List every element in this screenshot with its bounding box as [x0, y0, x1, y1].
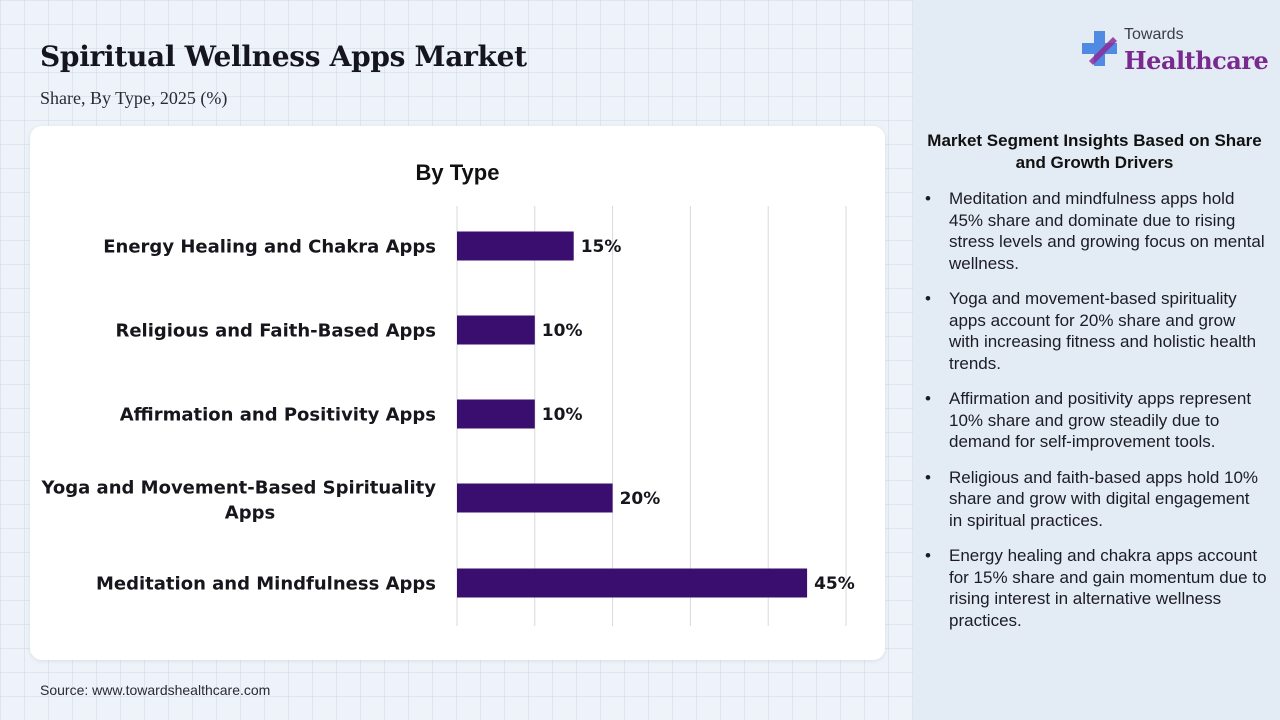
bar: [457, 399, 535, 429]
insights-list: • Meditation and mindfulness apps hold 45…: [922, 188, 1267, 631]
insight-item: • Religious and faith-based apps hold 10%…: [922, 467, 1267, 532]
page-subtitle: Share, By Type, 2025 (%): [40, 88, 228, 108]
insight-item: • Yoga and movement-based spirituality ap…: [922, 288, 1267, 374]
bullet-icon: •: [925, 467, 931, 487]
category-label: Meditation and Mindfulness Apps: [96, 573, 436, 594]
category-label: Affirmation and Positivity Apps: [120, 404, 436, 425]
medical-cross-icon: [1082, 31, 1117, 66]
logo-text-healthcare: Healthcare: [1124, 46, 1269, 75]
insight-text: Energy healing and chakra apps account f…: [949, 546, 1267, 630]
logo-text-towards: Towards: [1124, 26, 1184, 43]
data-label: 45%: [814, 574, 855, 594]
insight-text: Affirmation and positivity apps represen…: [949, 389, 1252, 451]
source-note: Source: www.towardshealthcare.com: [40, 682, 271, 698]
bar: [457, 568, 808, 598]
insight-item: • Energy healing and chakra apps account …: [922, 545, 1267, 631]
data-label: 20%: [620, 489, 661, 509]
data-label: 10%: [542, 405, 583, 425]
category-label: Yoga and Movement-Based Spirituality Apps: [41, 478, 437, 524]
insights-panel-background: [913, 0, 1280, 720]
insight-item: • Affirmation and positivity apps represe…: [922, 388, 1267, 453]
insight-text: Meditation and mindfulness apps hold 45%…: [949, 189, 1265, 273]
insights-panel: Market Segment Insights Based on Share a…: [922, 130, 1267, 645]
insights-title: Market Segment Insights Based on Share a…: [927, 131, 1262, 172]
insight-item: • Meditation and mindfulness apps hold 45…: [922, 188, 1267, 274]
data-label: 10%: [542, 321, 583, 341]
brand-logo: Towards Healthcare: [1080, 26, 1269, 78]
data-label: 15%: [581, 237, 622, 257]
bullet-icon: •: [925, 389, 931, 408]
bar: [457, 315, 535, 345]
category-label: Energy Healing and Chakra Apps: [103, 236, 436, 257]
bar: [457, 483, 613, 513]
bar-chart: Energy Healing and Chakra Apps 15% Religio…: [41, 206, 855, 626]
bar: [457, 231, 574, 261]
page-title: Spiritual Wellness Apps Market: [40, 40, 527, 73]
chart-title: By Type: [415, 160, 500, 185]
category-label: Religious and Faith-Based Apps: [115, 320, 436, 341]
bullet-icon: •: [925, 189, 931, 208]
bullet-icon: •: [925, 546, 931, 565]
insight-text: Yoga and movement-based spirituality app…: [949, 289, 1257, 373]
insight-text: Religious and faith-based apps hold 10% …: [949, 467, 1259, 530]
bullet-icon: •: [925, 289, 931, 308]
